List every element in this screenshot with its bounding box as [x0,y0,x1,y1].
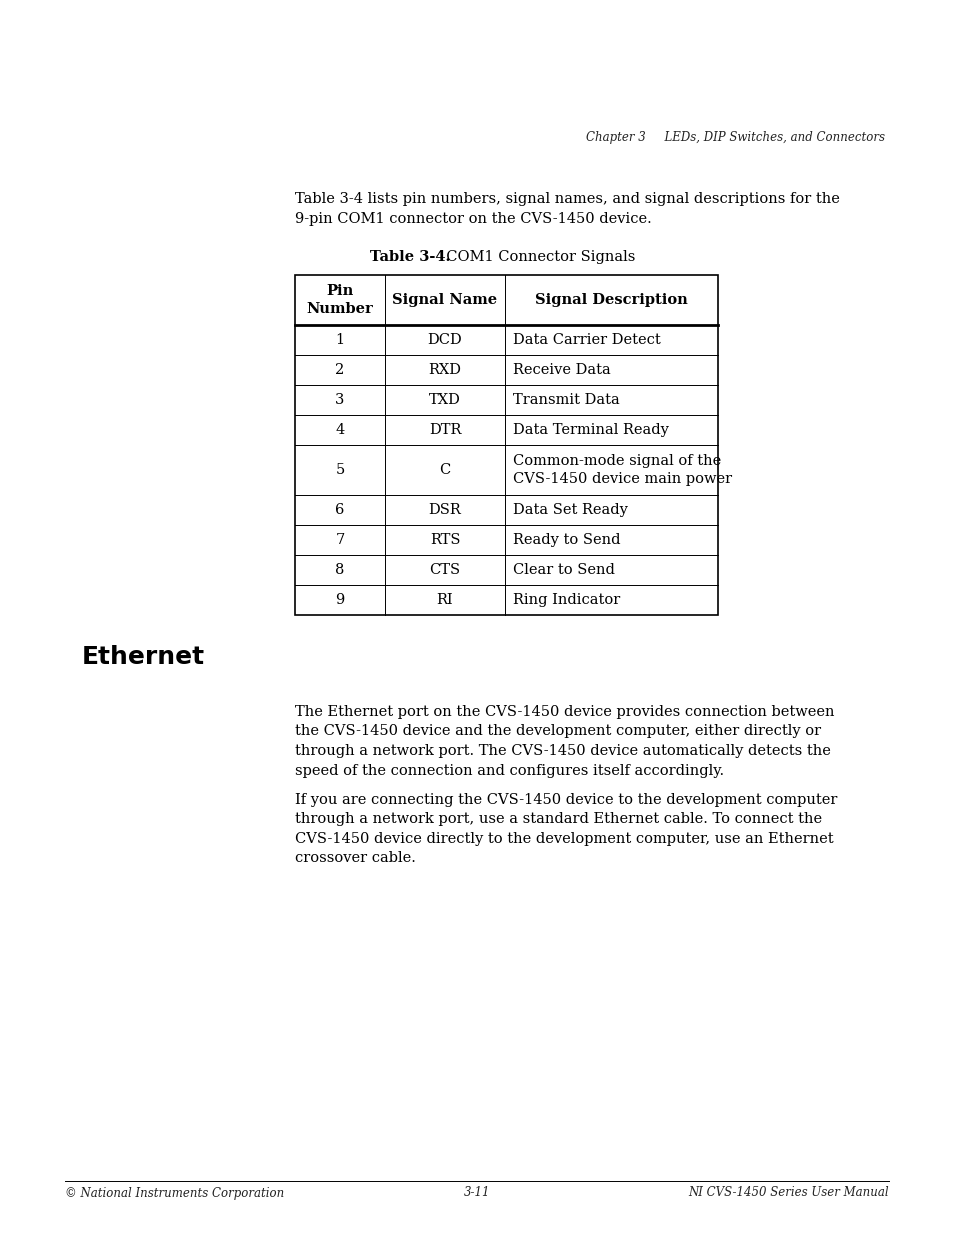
Text: 1: 1 [335,333,344,347]
Text: DTR: DTR [428,424,460,437]
Text: Table 3-4 lists pin numbers, signal names, and signal descriptions for the
9-pin: Table 3-4 lists pin numbers, signal name… [294,191,839,226]
Text: If you are connecting the CVS-1450 device to the development computer
through a : If you are connecting the CVS-1450 devic… [294,793,837,866]
Text: DSR: DSR [428,503,461,517]
Text: 6: 6 [335,503,344,517]
Text: 3-11: 3-11 [463,1187,490,1199]
Text: Receive Data: Receive Data [513,363,610,377]
Text: RTS: RTS [429,534,459,547]
Text: 3: 3 [335,393,344,408]
Text: Data Carrier Detect: Data Carrier Detect [513,333,660,347]
Text: RXD: RXD [428,363,461,377]
Text: Ready to Send: Ready to Send [513,534,619,547]
Text: Ring Indicator: Ring Indicator [513,593,619,606]
Text: Pin
Number: Pin Number [306,284,373,316]
Bar [294,275,718,615]
Text: COM1 Connector Signals: COM1 Connector Signals [436,249,635,264]
Text: Common-mode signal of the
CVS-1450 device main power: Common-mode signal of the CVS-1450 devic… [513,453,731,487]
Text: Transmit Data: Transmit Data [513,393,619,408]
Text: TXD: TXD [429,393,460,408]
Text: RI: RI [436,593,453,606]
Text: 9: 9 [335,593,344,606]
Text: Signal Description: Signal Description [535,293,687,308]
Text: Clear to Send: Clear to Send [513,563,615,577]
Text: Data Terminal Ready: Data Terminal Ready [513,424,668,437]
Text: Signal Name: Signal Name [392,293,497,308]
Text: 7: 7 [335,534,344,547]
Text: The Ethernet port on the CVS-1450 device provides connection between
the CVS-145: The Ethernet port on the CVS-1450 device… [294,705,834,778]
Text: Table 3-4.: Table 3-4. [370,249,450,264]
Text: DCD: DCD [427,333,462,347]
Text: © National Instruments Corporation: © National Instruments Corporation [65,1187,284,1199]
Text: CTS: CTS [429,563,460,577]
Text: 2: 2 [335,363,344,377]
Text: 4: 4 [335,424,344,437]
Text: 5: 5 [335,463,344,477]
Text: Chapter 3     LEDs, DIP Switches, and Connectors: Chapter 3 LEDs, DIP Switches, and Connec… [585,131,884,144]
Text: C: C [439,463,450,477]
Text: Data Set Ready: Data Set Ready [513,503,627,517]
Text: NI CVS-1450 Series User Manual: NI CVS-1450 Series User Manual [688,1187,888,1199]
Text: 8: 8 [335,563,344,577]
Text: Ethernet: Ethernet [82,645,205,669]
